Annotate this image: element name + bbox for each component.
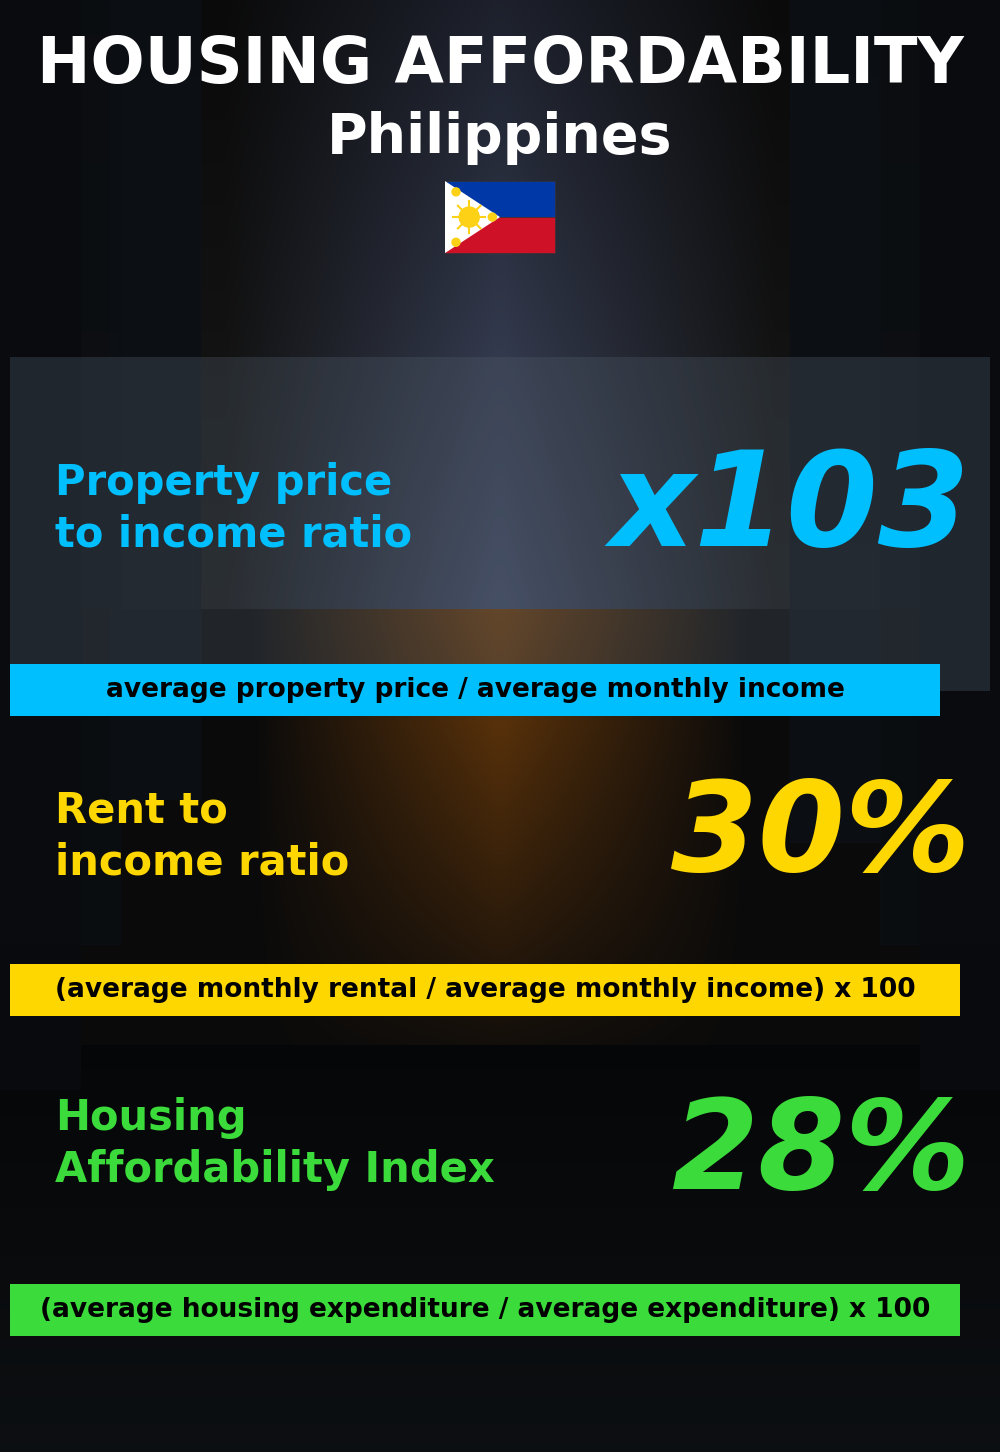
- Text: Housing
Affordability Index: Housing Affordability Index: [55, 1098, 495, 1191]
- Text: 30%: 30%: [671, 775, 970, 897]
- Text: 28%: 28%: [671, 1093, 970, 1215]
- Circle shape: [452, 187, 460, 196]
- Text: (average housing expenditure / average expenditure) x 100: (average housing expenditure / average e…: [40, 1297, 930, 1323]
- Text: Property price
to income ratio: Property price to income ratio: [55, 462, 412, 556]
- Bar: [790, 0, 880, 842]
- Text: average property price / average monthly income: average property price / average monthly…: [106, 677, 844, 703]
- Circle shape: [452, 238, 460, 247]
- Polygon shape: [445, 182, 500, 253]
- Circle shape: [488, 213, 496, 221]
- FancyBboxPatch shape: [10, 1284, 960, 1336]
- Text: HOUSING AFFORDABILITY: HOUSING AFFORDABILITY: [37, 35, 963, 96]
- Bar: [0, 0, 120, 944]
- Text: Rent to
income ratio: Rent to income ratio: [55, 790, 349, 883]
- Circle shape: [459, 208, 479, 227]
- FancyBboxPatch shape: [10, 964, 960, 1016]
- Text: x103: x103: [609, 446, 970, 572]
- Bar: [880, 0, 1000, 944]
- Text: Philippines: Philippines: [327, 110, 673, 166]
- FancyBboxPatch shape: [445, 216, 555, 253]
- Bar: [110, 0, 200, 799]
- Bar: [920, 0, 1000, 1089]
- FancyBboxPatch shape: [445, 182, 555, 216]
- FancyBboxPatch shape: [10, 664, 940, 716]
- Bar: [0, 0, 80, 1089]
- Text: (average monthly rental / average monthly income) x 100: (average monthly rental / average monthl…: [55, 977, 915, 1003]
- FancyBboxPatch shape: [10, 357, 990, 691]
